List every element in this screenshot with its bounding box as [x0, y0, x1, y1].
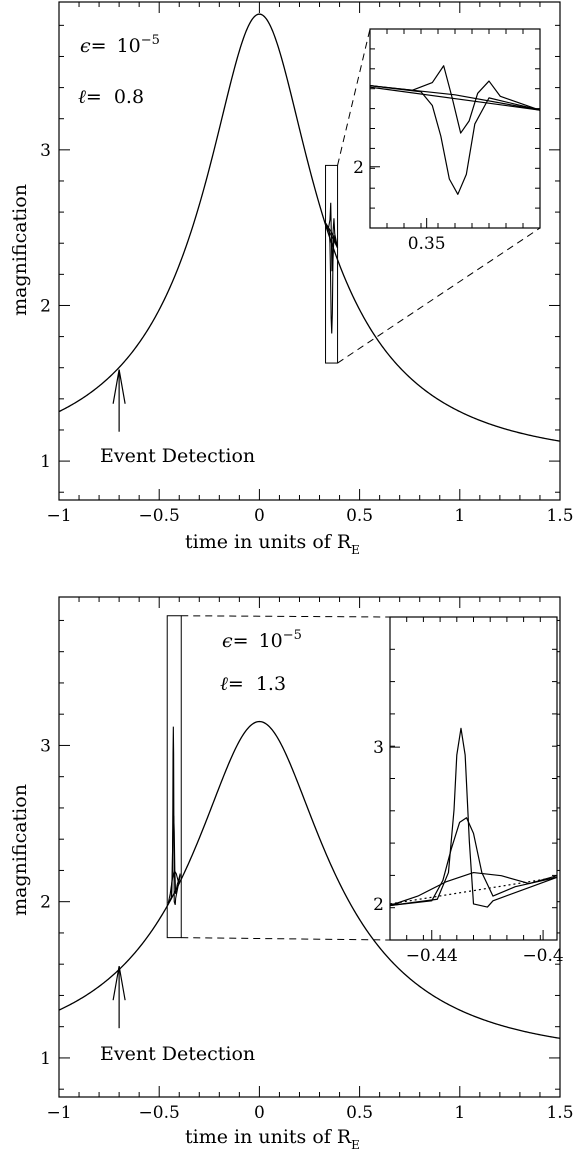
y-axis-label: magnification: [9, 784, 31, 916]
inset-y-tick-label: 3: [373, 738, 384, 758]
x-tick-label: −0.5: [139, 1103, 180, 1123]
plot-frame: [58, 1, 561, 501]
inset-series-line: [389, 817, 558, 907]
panel-2: magnification time in units of RE ϵ= 10−5…: [9, 628, 360, 1152]
zoom-box: [325, 164, 339, 364]
zoom-connector: [337, 227, 541, 364]
x-tick-label: −1: [46, 1103, 71, 1123]
ell-param: ℓ= 1.3: [220, 673, 286, 695]
light-curve: [59, 720, 560, 1039]
x-tick-label: 0.5: [346, 506, 373, 526]
y-tick-label: 2: [40, 296, 51, 316]
y-tick-label: 1: [40, 452, 51, 472]
planet-perturbation: [325, 222, 339, 334]
y-tick-label: 1: [40, 1049, 51, 1069]
x-tick-label: −0.5: [139, 506, 180, 526]
panel-1: magnification time in units of RE ϵ= 10−5…: [9, 33, 360, 557]
inset-series-line: [369, 65, 541, 134]
arrow-head: [112, 369, 126, 404]
zoom-connector: [337, 28, 371, 166]
x-tick-label: 0: [254, 506, 265, 526]
y-tick-label: 2: [40, 893, 51, 913]
chart-panel-1: −1 −0.5 0 0.5 1 1.5 1 2 3 0.35 2: [40, 1, 574, 526]
planet-perturbation: [325, 202, 339, 272]
ell-param: ℓ= 0.8: [78, 86, 144, 108]
inset-series-line: [389, 876, 558, 905]
inset-series-line: [369, 86, 541, 111]
inset-x-tick-label: 0.35: [408, 234, 446, 254]
zoom-connector: [181, 615, 391, 618]
inset-series-line: [389, 727, 558, 908]
inset-x-tick-label: −0.44: [406, 946, 458, 966]
chart-panel-2: −1 −0.5 0 0.5 1 1.5 1 2 3 −0.44 −0.4 2 3: [40, 596, 574, 1123]
x-tick-label: 1.5: [546, 1103, 573, 1123]
y-axis-label: magnification: [9, 184, 31, 316]
x-tick-label: 0: [254, 1103, 265, 1123]
event-detection-label: Event Detection: [100, 445, 255, 467]
inset-x-tick-label: −0.4: [522, 946, 563, 966]
y-tick-label: 3: [40, 736, 51, 756]
inset-series-line: [389, 871, 558, 907]
plot-frame: [58, 596, 561, 1098]
planet-perturbation: [325, 222, 339, 249]
x-axis-label: time in units of RE: [185, 1126, 360, 1152]
x-tick-label: 0.5: [346, 1103, 373, 1123]
x-tick-label: 1: [454, 506, 465, 526]
inset-series-line: [369, 85, 541, 111]
epsilon-param: ϵ= 10−5: [222, 628, 302, 652]
event-detection-label: Event Detection: [100, 1043, 255, 1065]
inset-y-tick-label: 2: [353, 158, 364, 178]
zoom-connector: [181, 937, 391, 941]
inset-frame: [369, 28, 541, 229]
arrow-head: [112, 966, 126, 1001]
zoom-box: [166, 615, 182, 939]
epsilon-param: ϵ= 10−5: [80, 33, 160, 57]
y-tick-label: 3: [40, 141, 51, 161]
inset-y-tick-label: 2: [373, 895, 384, 915]
light-curve: [59, 13, 560, 442]
x-tick-label: −1: [46, 506, 71, 526]
inset-frame: [389, 616, 558, 941]
x-axis-label: time in units of RE: [185, 531, 360, 557]
x-tick-label: 1.5: [546, 506, 573, 526]
x-tick-label: 1: [454, 1103, 465, 1123]
planet-perturbation: [167, 869, 181, 904]
inset-series-line: [369, 85, 541, 195]
